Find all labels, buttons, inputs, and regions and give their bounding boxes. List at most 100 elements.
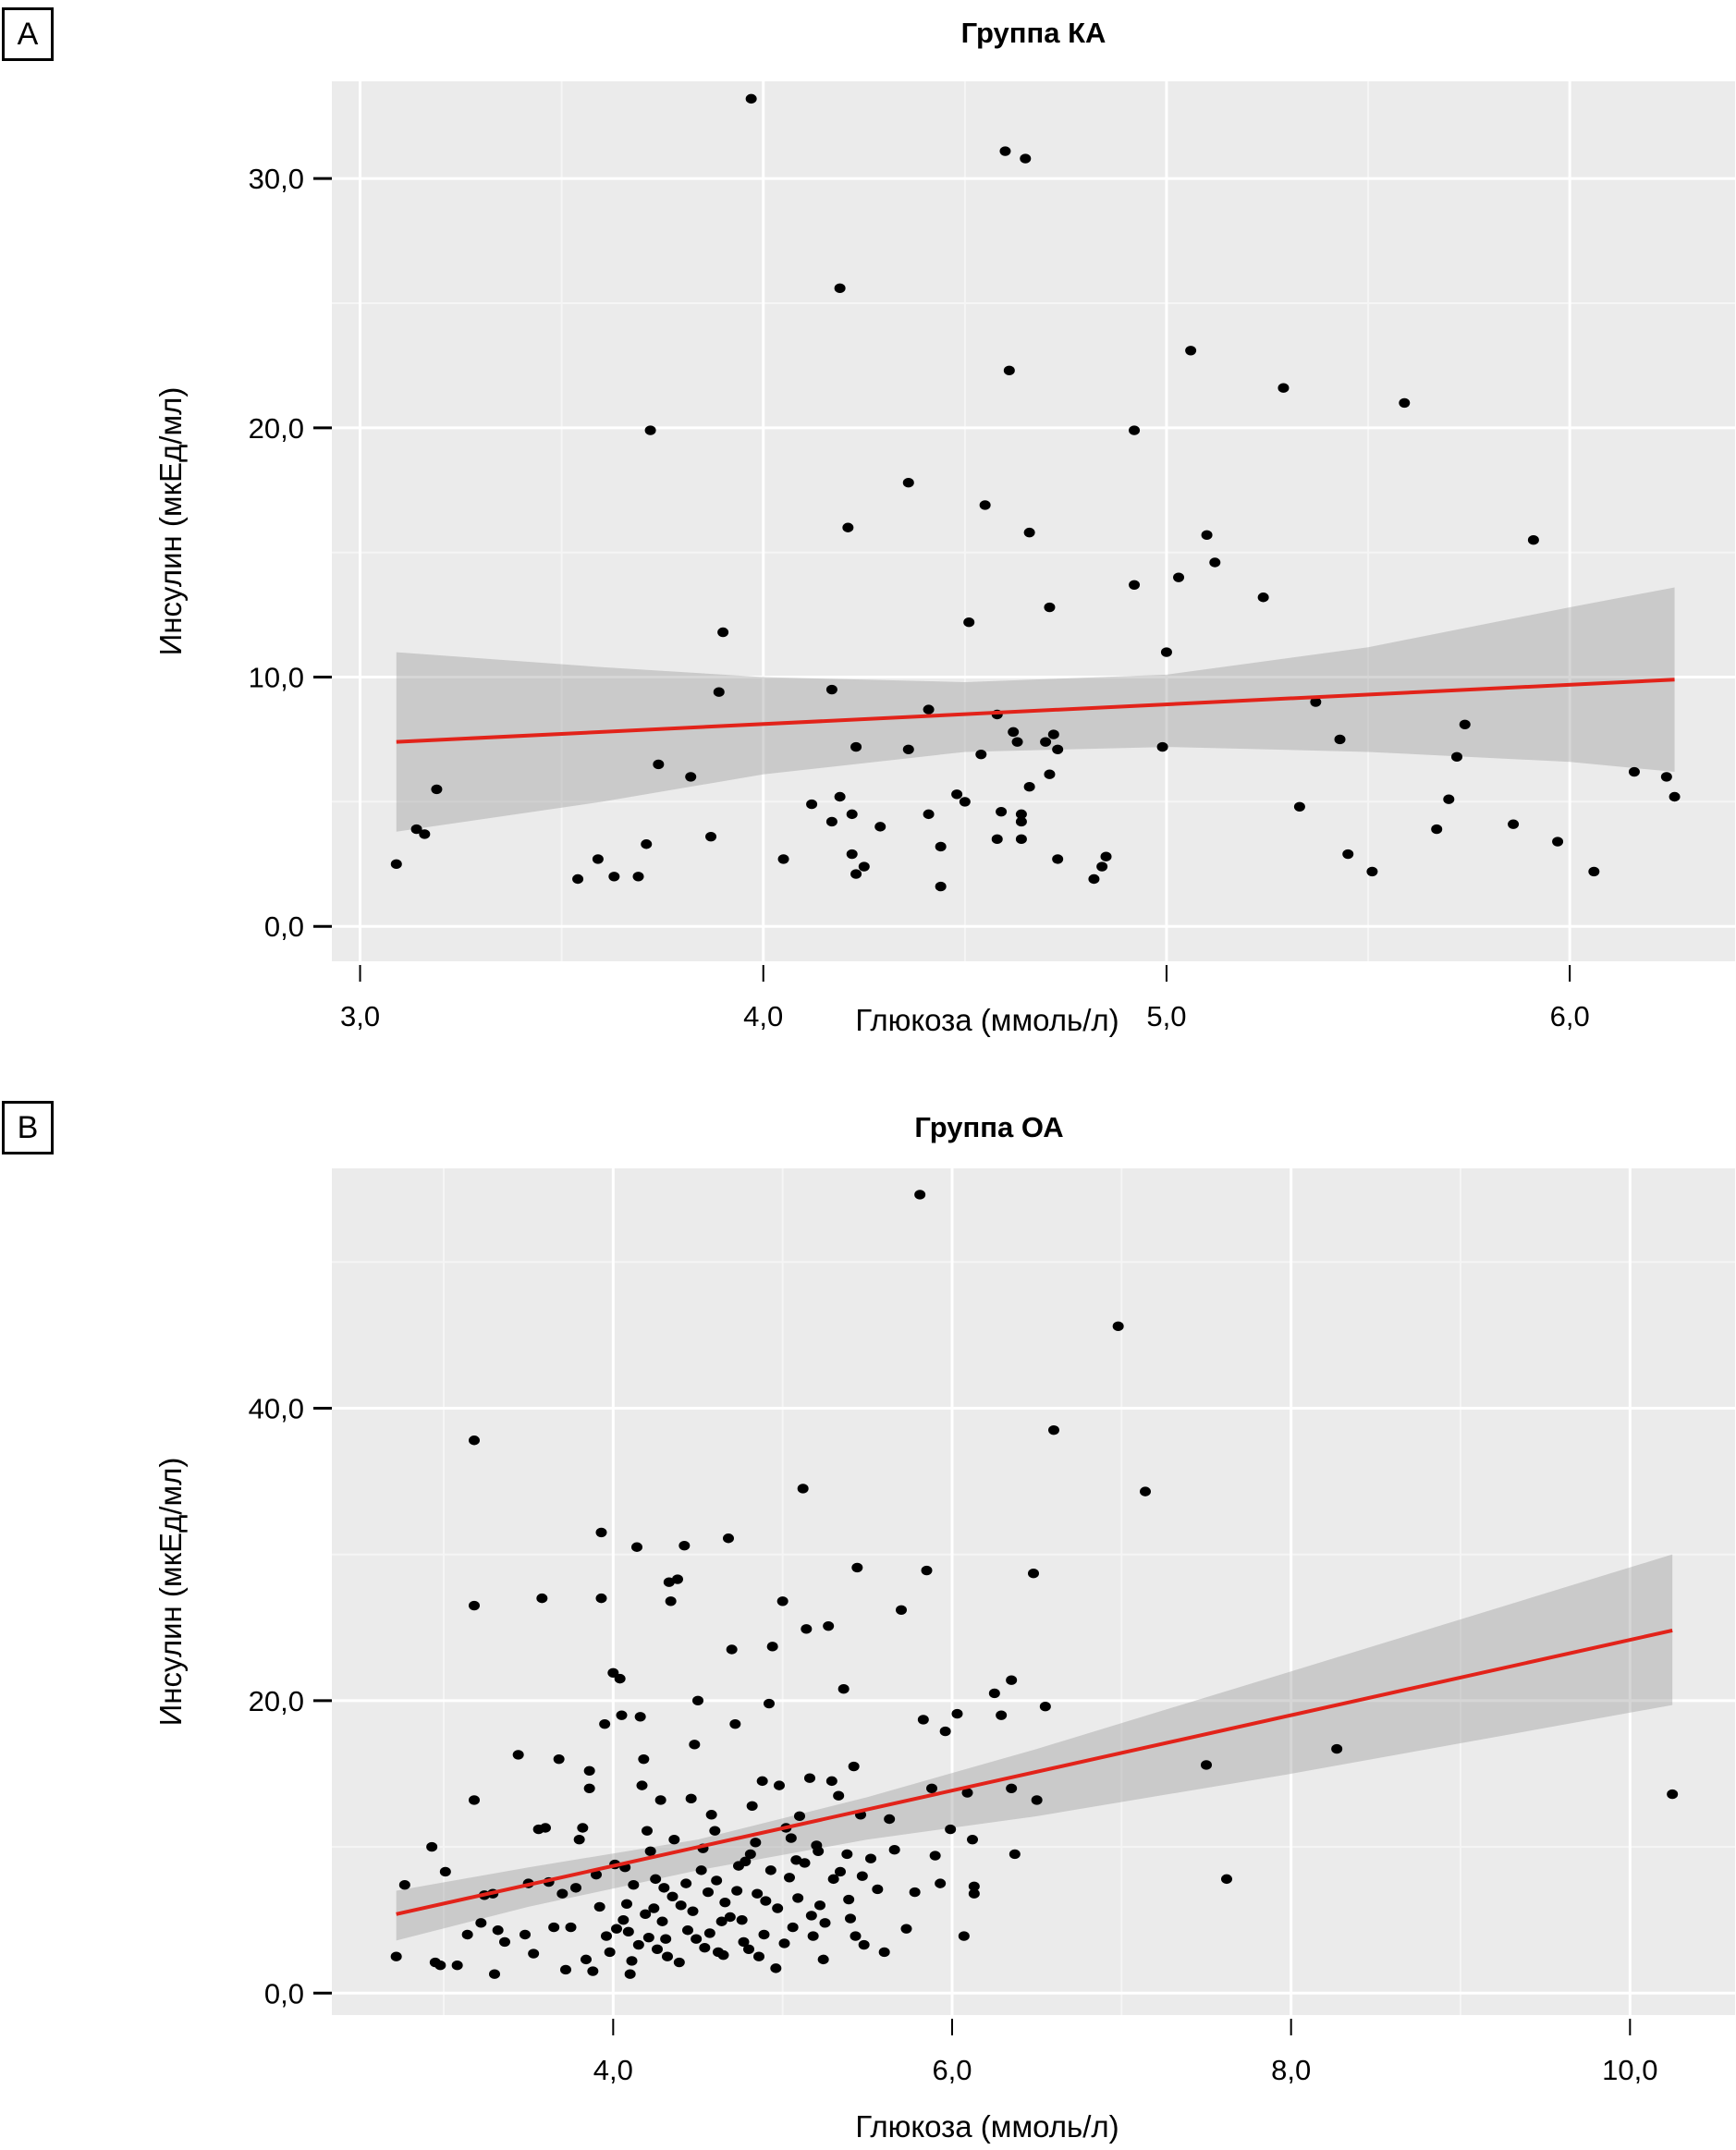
data-point	[744, 1849, 756, 1860]
data-point	[1100, 851, 1112, 861]
data-point	[583, 1783, 595, 1793]
data-point	[1047, 729, 1059, 739]
data-point	[1003, 365, 1015, 376]
data-point	[520, 1929, 531, 1940]
data-point	[656, 1916, 668, 1926]
data-point	[799, 1858, 811, 1868]
data-point	[666, 1891, 679, 1902]
data-point	[917, 1715, 929, 1725]
y-tick-label: 0,0	[264, 1977, 304, 2010]
data-point	[636, 1780, 648, 1790]
data-point	[1015, 834, 1027, 845]
data-point	[512, 1750, 524, 1760]
x-tick-label: 3,0	[340, 1000, 380, 1032]
data-point	[878, 1947, 890, 1958]
data-point	[719, 1897, 731, 1908]
x-axis-title-a: Глюкоза (ммоль/л)	[855, 1003, 1119, 1037]
data-point	[658, 1883, 670, 1893]
data-point	[797, 1484, 809, 1494]
data-point	[834, 791, 846, 802]
data-point	[736, 1914, 748, 1925]
data-point	[1039, 1701, 1051, 1712]
data-point	[614, 1673, 626, 1684]
y-tick-label: 20,0	[249, 412, 304, 445]
data-point	[650, 1874, 662, 1885]
chart-title-a: Группа КА	[961, 17, 1106, 49]
data-point	[951, 1708, 963, 1719]
y-tick-label: 30,0	[249, 163, 304, 195]
data-point	[536, 1593, 548, 1604]
data-point	[999, 146, 1011, 156]
data-point	[1443, 794, 1455, 804]
data-point	[1628, 766, 1640, 777]
data-point	[856, 1871, 868, 1881]
data-point	[764, 1865, 776, 1875]
data-point	[577, 1823, 589, 1833]
data-point	[1129, 580, 1141, 590]
data-point	[945, 1824, 957, 1835]
data-point	[587, 1966, 599, 1976]
data-point	[469, 1600, 480, 1611]
data-point	[475, 1918, 487, 1928]
data-point	[668, 1834, 680, 1845]
data-point	[583, 1765, 595, 1776]
data-point	[653, 759, 665, 770]
data-point	[565, 1922, 577, 1933]
data-point	[631, 1542, 642, 1552]
data-point	[850, 741, 862, 752]
data-point	[738, 1936, 750, 1948]
data-point	[776, 1596, 789, 1606]
data-point	[842, 522, 854, 532]
data-point	[745, 93, 757, 104]
data-point	[1257, 592, 1269, 603]
data-point	[1020, 153, 1032, 164]
data-point	[1342, 849, 1354, 860]
data-point	[451, 1961, 463, 1971]
data-point	[991, 834, 1003, 845]
data-point	[608, 872, 620, 882]
data-point	[1140, 1486, 1151, 1496]
x-axis-title-b: Глюкоза (ммоль/л)	[855, 2109, 1119, 2144]
data-point	[540, 1823, 551, 1833]
data-point	[703, 1887, 714, 1898]
data-point	[1431, 824, 1443, 835]
data-point	[685, 1793, 697, 1804]
data-point	[660, 1934, 672, 1944]
data-point	[1040, 737, 1052, 747]
data-point	[682, 1925, 693, 1936]
data-point	[764, 1698, 775, 1709]
data-point	[1048, 1424, 1059, 1435]
data-point	[1052, 854, 1064, 864]
x-tick-label: 6,0	[932, 2054, 972, 2086]
data-point	[699, 1943, 711, 1953]
data-point	[634, 1712, 646, 1722]
data-point	[926, 1783, 937, 1793]
data-point	[846, 809, 858, 820]
data-point	[817, 1954, 829, 1965]
data-point	[390, 1951, 402, 1961]
data-point	[726, 1644, 738, 1655]
data-point	[996, 806, 1008, 817]
data-point	[958, 1931, 970, 1941]
data-point	[850, 869, 862, 879]
data-point	[592, 854, 604, 864]
grid-major-a	[332, 81, 1735, 961]
grid-minor-a	[332, 81, 1735, 961]
data-point	[843, 1894, 855, 1905]
data-point	[604, 1947, 616, 1958]
data-point	[874, 822, 886, 832]
chart-panel-b: Группа ОА 4,0 6,0 8,0 10,0 0,0 20,0 40,0 Глюк…	[153, 1111, 1735, 2144]
data-point	[813, 1846, 825, 1857]
data-point	[644, 1846, 656, 1857]
data-point	[1201, 530, 1213, 541]
data-point	[599, 1718, 611, 1729]
data-point	[833, 1790, 845, 1801]
data-point	[968, 1881, 980, 1891]
data-point	[611, 1924, 622, 1934]
data-point	[939, 1726, 951, 1737]
grid-minor-b	[332, 1168, 1735, 2015]
x-axis-ticks-a: 3,0 4,0 5,0 6,0	[340, 965, 1590, 1032]
data-point	[1015, 816, 1027, 827]
data-point	[607, 1667, 619, 1679]
